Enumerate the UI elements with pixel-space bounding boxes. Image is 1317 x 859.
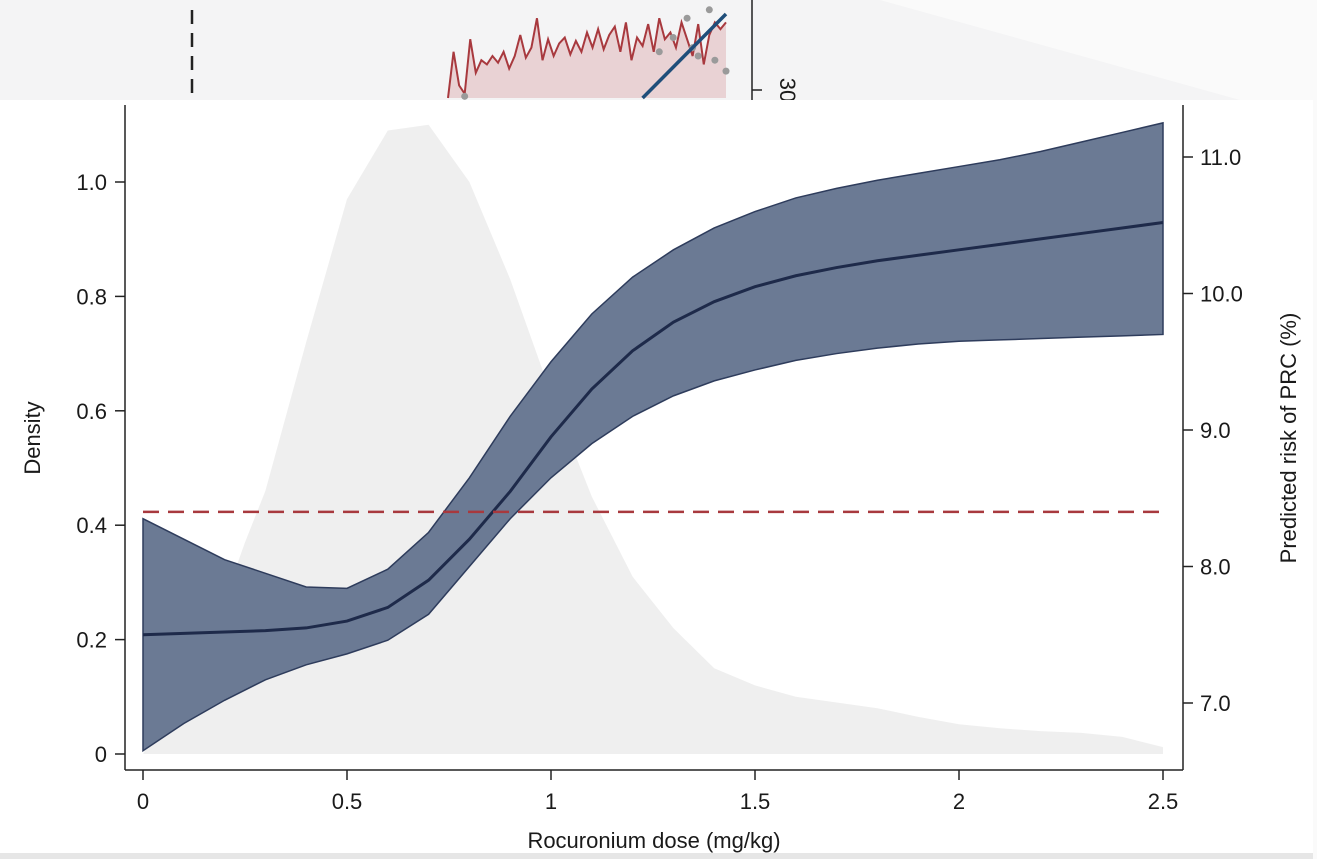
left-y-tick-label: 0.6 [76,399,107,424]
x-axis-title: Rocuronium dose (mg/kg) [527,828,780,853]
left-y-axis-title: Density [20,401,45,474]
x-tick-label: 1.5 [740,789,771,814]
confidence-band [142,121,1164,753]
right-y-tick-label: 7.0 [1200,691,1231,716]
x-tick-label: 2 [953,789,965,814]
inset-point [722,67,730,75]
predicted-risk-line [142,221,1164,637]
inset-point [669,34,677,42]
right-y-tick-label: 9.0 [1200,418,1231,443]
inset-chart: 30 [190,0,800,102]
x-tick-label: 2.5 [1148,789,1179,814]
inset-trend-line [641,12,728,100]
inset-tick-label: 30 [775,78,800,102]
left-y-tick-label: 1.0 [76,170,107,195]
panel-bottom-edge [0,853,1313,859]
right-y-tick-label: 8.0 [1200,555,1231,580]
inset-series-line [447,17,727,99]
inset-point [655,48,663,56]
left-y-tick-label: 0 [95,742,107,767]
x-axis-ticks: 0 0.5 1 1.5 2 2.5 [137,770,1178,814]
inset-point [711,56,719,64]
right-y-tick-label: 11.0 [1200,145,1241,170]
inset-point [683,14,691,22]
inset-point [694,52,702,60]
inset-point [705,6,713,14]
left-y-tick-label: 0.8 [76,284,107,309]
right-y-axis-title: Predicted risk of PRC (%) [1276,313,1301,564]
left-y-tick-label: 0.4 [76,513,107,538]
x-tick-label: 1 [545,789,557,814]
left-y-tick-label: 0.2 [76,628,107,653]
right-y-tick-label: 10.0 [1200,282,1243,307]
x-tick-label: 0 [137,789,149,814]
left-y-axis-ticks: 0 0.2 0.4 0.6 0.8 1.0 [76,170,125,767]
plot-area [142,121,1164,755]
inset-point [461,92,469,100]
x-tick-label: 0.5 [332,789,363,814]
right-y-axis-ticks: 7.0 8.0 9.0 10.0 11.0 [1183,145,1243,716]
